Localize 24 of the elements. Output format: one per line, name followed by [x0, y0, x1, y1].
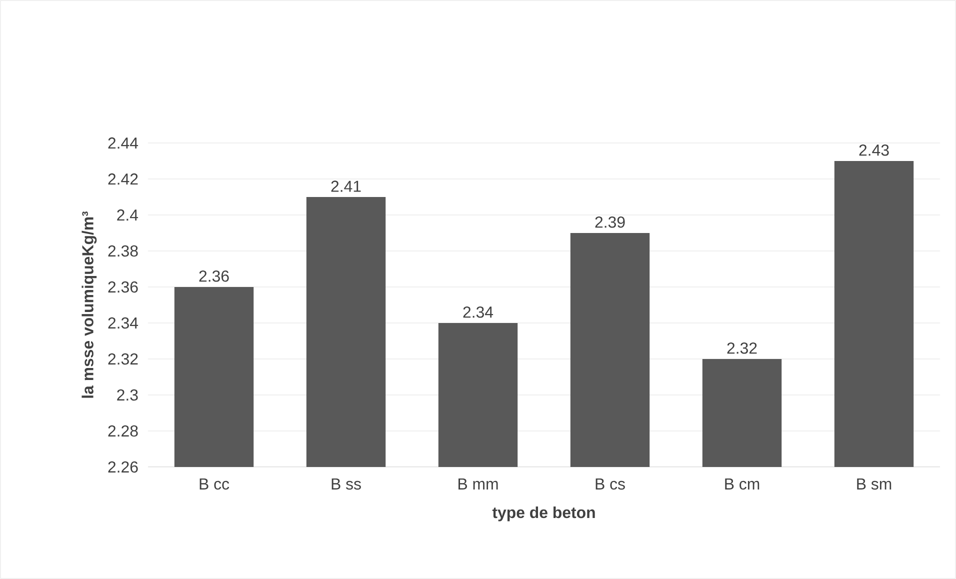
x-tick-label: B ss: [332, 478, 361, 490]
data-label: 2.34: [463, 306, 494, 318]
data-label: 2.39: [595, 216, 625, 228]
x-axis-title: type de beton: [492, 506, 595, 522]
data-label: 2.41: [331, 180, 361, 192]
x-tick-label: B mm: [458, 478, 498, 490]
y-tick-label: 2.34: [108, 317, 138, 329]
y-axis-title: la msse volumiqueKg/m³: [82, 211, 97, 398]
x-tick-label: B cm: [725, 478, 760, 490]
y-tick-label: 2.28: [108, 425, 138, 437]
y-tick-label: 2.3: [117, 389, 138, 401]
y-tick-label: 2.44: [108, 137, 138, 149]
y-tick-label: 2.4: [117, 209, 138, 221]
data-label: 2.43: [859, 144, 889, 156]
x-tick-label: B sm: [857, 478, 892, 490]
data-label: 2.32: [727, 342, 757, 354]
y-tick-label: 2.38: [108, 245, 138, 257]
data-label: 2.36: [199, 270, 229, 282]
y-tick-label: 2.26: [108, 461, 138, 473]
x-tick-label: B cs: [596, 478, 625, 490]
y-tick-label: 2.42: [108, 173, 138, 185]
y-tick-label: 2.32: [108, 353, 138, 365]
y-tick-label: 2.36: [108, 281, 138, 293]
x-tick-label: B cc: [200, 478, 230, 490]
